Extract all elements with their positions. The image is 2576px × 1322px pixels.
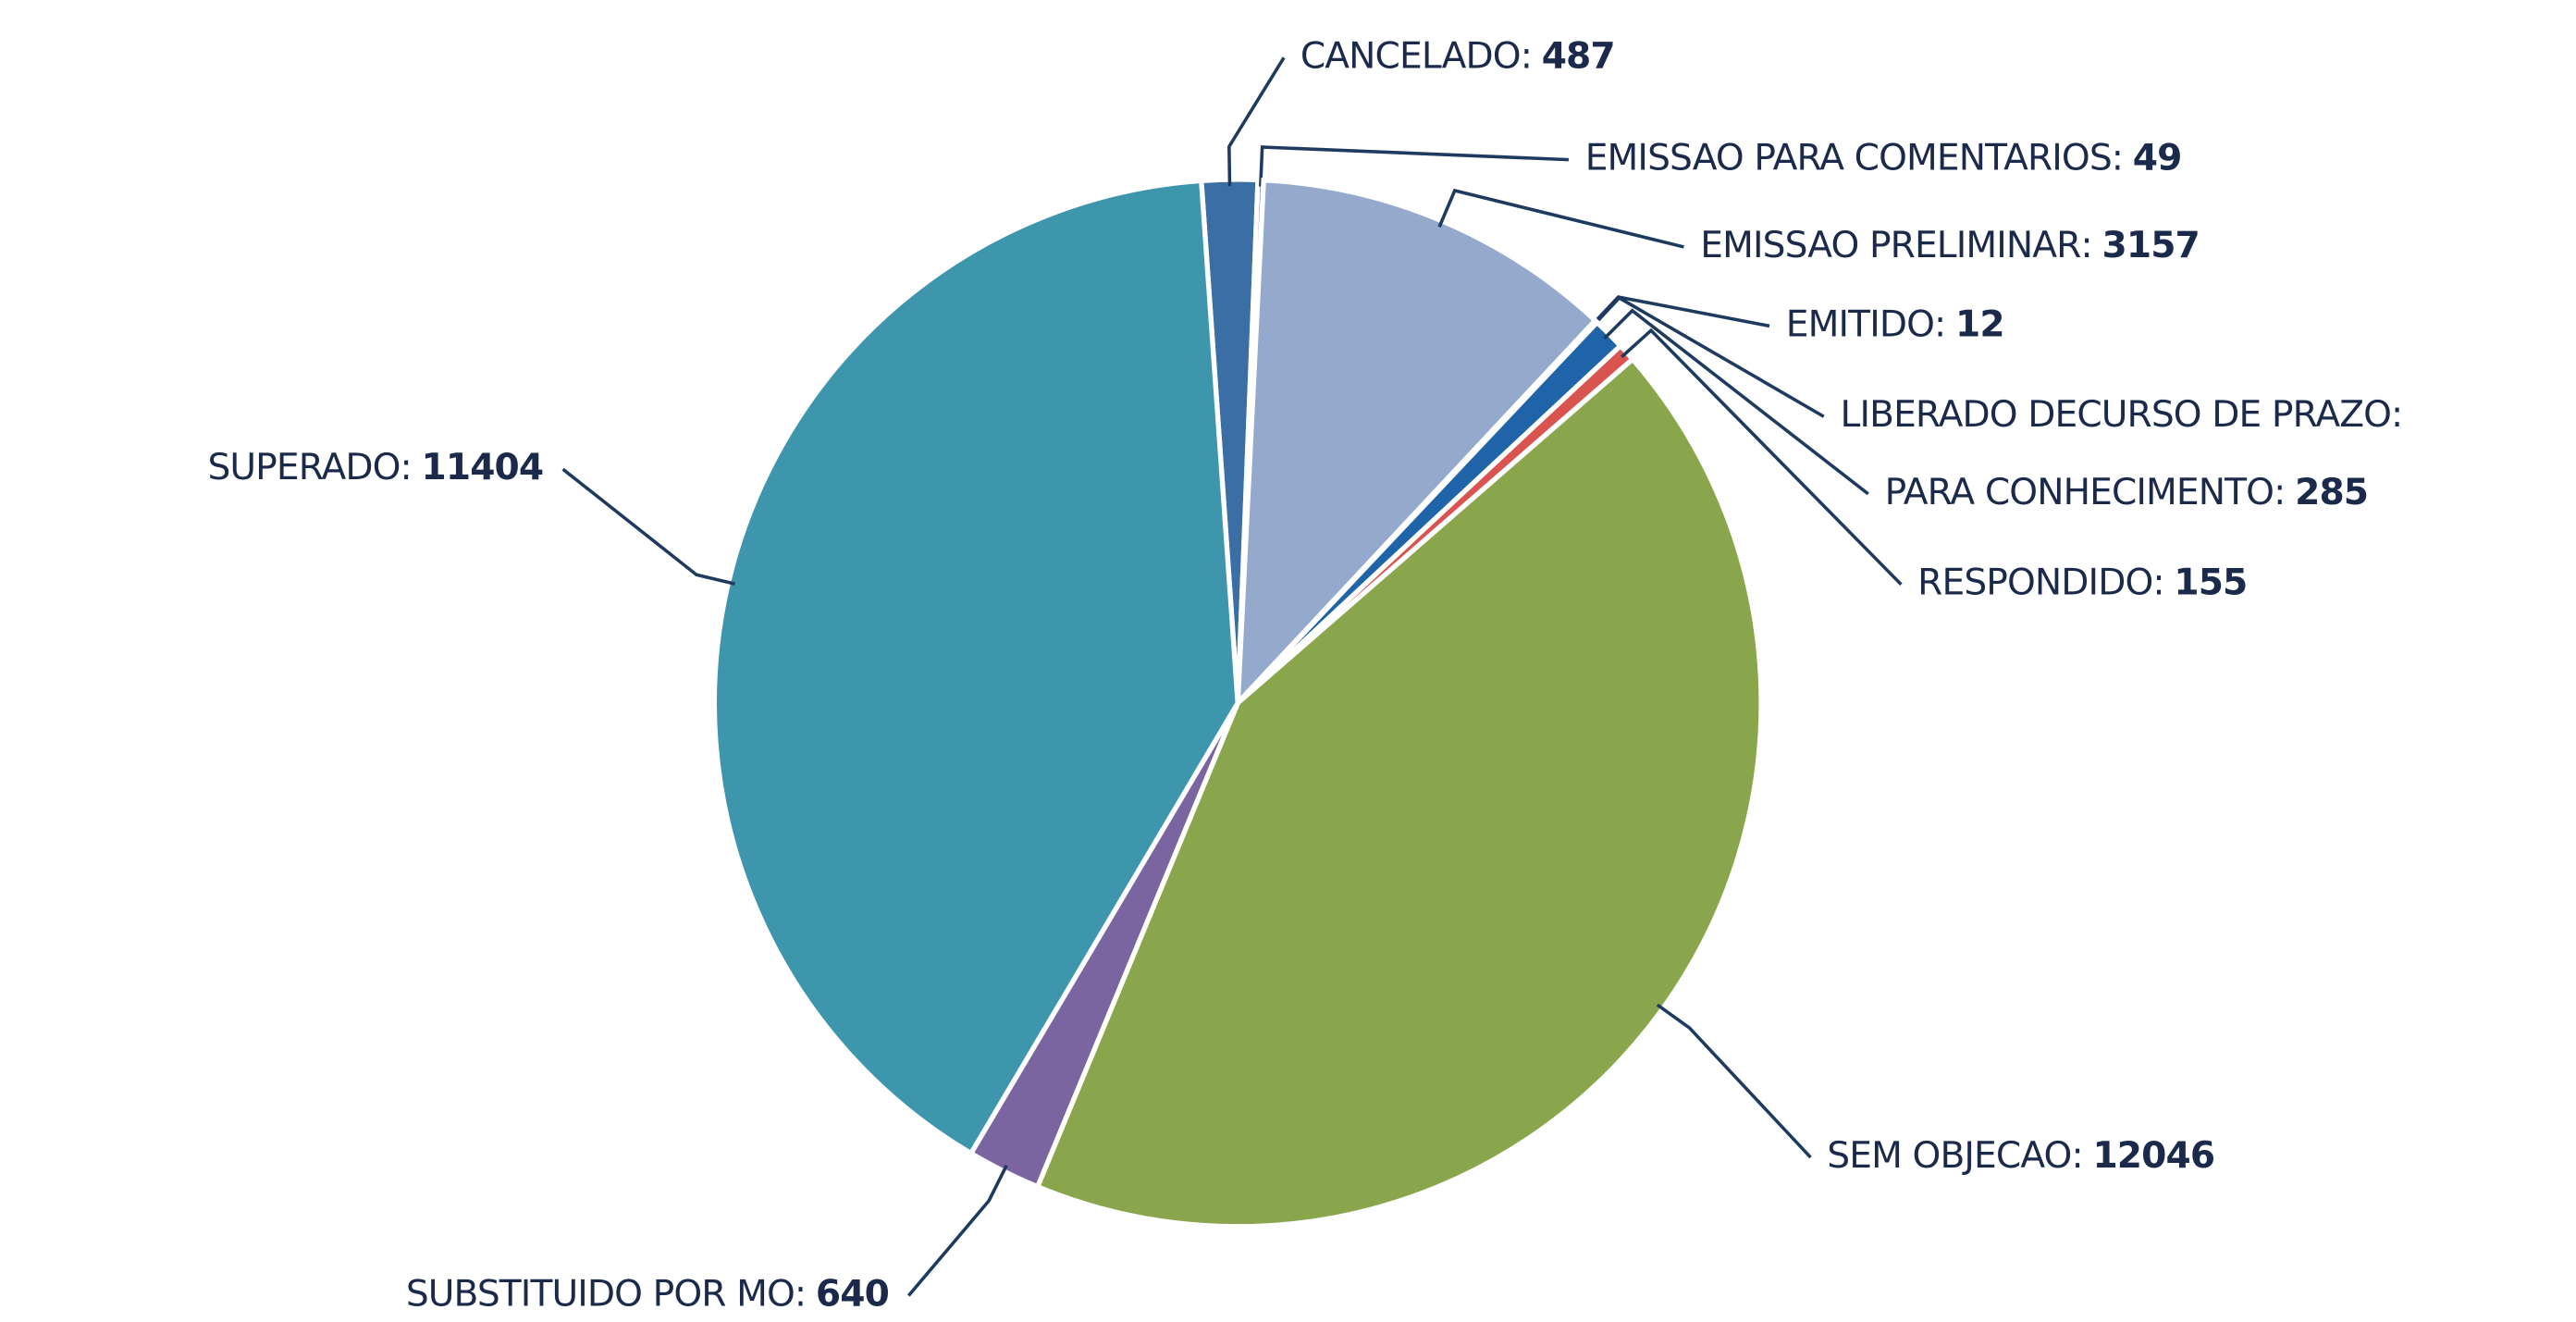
label-separator: :: [1521, 35, 1532, 77]
label-separator: :: [2081, 224, 2092, 266]
data-label: EMISSAO PARA COMENTARIOS: 49: [1585, 137, 2182, 179]
label-separator: :: [795, 1273, 806, 1315]
label-name: SUPERADO: [207, 447, 400, 488]
label-value: 3157: [2102, 224, 2200, 266]
label-value: 285: [2295, 471, 2368, 513]
label-separator: :: [2112, 137, 2123, 179]
label-name: RESPONDIDO: [1917, 562, 2152, 603]
leader-line: [1603, 308, 1869, 496]
label-separator: :: [1934, 303, 1945, 345]
label-value: 155: [2174, 562, 2247, 603]
data-label: EMITIDO: 12: [1786, 303, 2004, 345]
label-name: PARA CONHECIMENTO: [1885, 471, 2274, 513]
leader-line: [561, 467, 735, 586]
leader-line: [1437, 188, 1684, 249]
data-label: SEM OBJECAO: 12046: [1827, 1135, 2214, 1177]
data-label: RESPONDIDO: 155: [1917, 562, 2247, 603]
data-label: SUBSTITUIDO POR MO: 640: [406, 1273, 889, 1315]
leader-line: [1656, 1003, 1812, 1159]
leader-line: [906, 1164, 1008, 1297]
label-separator: :: [2391, 394, 2402, 436]
label-name: SEM OBJECAO: [1827, 1135, 2071, 1177]
leader-line: [1227, 56, 1286, 187]
data-label: LIBERADO DECURSO DE PRAZO:: [1841, 394, 2403, 436]
data-label: CANCELADO: 487: [1300, 35, 1615, 77]
label-name: LIBERADO DECURSO DE PRAZO: [1841, 394, 2392, 436]
leader-line: [1621, 327, 1903, 586]
data-label: PARA CONHECIMENTO: 285: [1885, 471, 2369, 513]
label-name: EMISSAO PARA COMENTARIOS: [1585, 137, 2112, 179]
leader-line: [1591, 295, 1825, 418]
label-separator: :: [2071, 1135, 2082, 1177]
label-name: SUBSTITUIDO POR MO: [406, 1273, 795, 1315]
label-name: EMISSAO PRELIMINAR: [1700, 224, 2081, 266]
label-name: CANCELADO: [1300, 35, 1521, 77]
label-value: 487: [1542, 35, 1615, 77]
label-value: 12046: [2092, 1135, 2214, 1177]
label-separator: :: [2152, 562, 2163, 603]
label-value: 49: [2133, 137, 2182, 179]
data-label: EMISSAO PRELIMINAR: 3157: [1700, 224, 2200, 266]
label-name: EMITIDO: [1786, 303, 1934, 345]
label-value: 640: [816, 1273, 889, 1315]
label-separator: :: [401, 447, 412, 488]
label-separator: :: [2274, 471, 2285, 513]
data-label: SUPERADO: 11404: [207, 447, 543, 488]
label-value: 11404: [422, 447, 544, 488]
leader-line: [1259, 145, 1569, 187]
label-value: 12: [1955, 303, 2004, 345]
